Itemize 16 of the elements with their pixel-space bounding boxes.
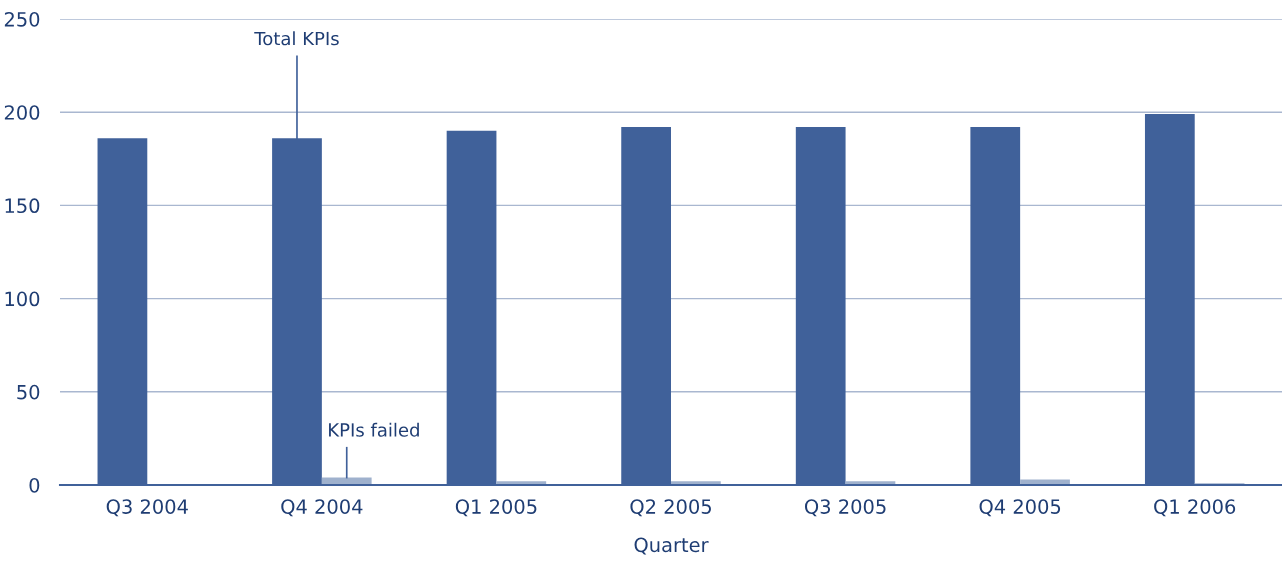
x-axis-title: Quarter [634, 537, 709, 555]
x-tick-label: Q3 2004 [106, 499, 188, 517]
text: KPIs failed [329, 422, 419, 437]
text: Total KPIs [254, 31, 339, 46]
x-tick-label: Q4 2005 [979, 499, 1061, 517]
y-tick-label: 150 [5, 198, 40, 214]
x-tick-label: Q1 2006 [1154, 499, 1236, 517]
y-tick-label: 100 [5, 291, 40, 307]
x-tick-label: Q1 2005 [455, 499, 537, 517]
x-tick-label: Q4 2004 [281, 499, 363, 517]
y-tick-label: 0 [29, 477, 40, 493]
x-tick-label: Q2 2005 [630, 499, 711, 517]
y-tick-label: 50 [17, 384, 40, 400]
y-tick-label: 200 [4, 105, 40, 120]
x-tick-label: Q3 2005 [804, 499, 886, 517]
y-tick-label: 250 [4, 11, 40, 27]
